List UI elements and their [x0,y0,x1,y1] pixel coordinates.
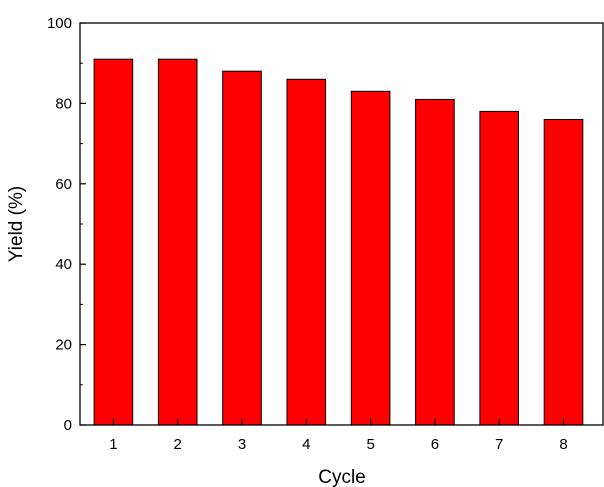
y-tick-label: 0 [64,417,72,434]
bar-cycle-6 [415,98,455,426]
y-tick-label: 100 [47,15,72,32]
x-tick-label: 5 [366,436,374,453]
plot-frame [79,22,604,426]
y-tick-label: 80 [55,95,72,112]
x-axis-title: Cycle [318,467,366,487]
bars-group [93,58,584,426]
y-tick-label: 60 [55,176,72,193]
bar-cycle-2 [157,58,198,426]
y-tick-label: 40 [55,256,72,273]
x-tick-label: 7 [495,436,503,453]
bar-cycle-4 [286,78,327,426]
x-tick-label: 4 [302,436,310,453]
x-tick-label: 6 [431,436,439,453]
bar-cycle-3 [222,70,262,426]
y-axis-title: Yield (%) [6,186,27,262]
bar-cycle-7 [479,110,519,426]
bar-cycle-5 [350,90,391,426]
x-tick-label: 3 [238,436,246,453]
x-tick-label: 8 [559,436,567,453]
x-axis-ticks: 1 2 3 4 5 6 7 8 [109,419,568,453]
bar-cycle-8 [543,119,584,426]
x-tick-label: 2 [174,436,182,453]
x-tick-label: 1 [109,436,117,453]
y-tick-label: 20 [55,337,72,354]
bar-cycle-1 [93,58,134,426]
